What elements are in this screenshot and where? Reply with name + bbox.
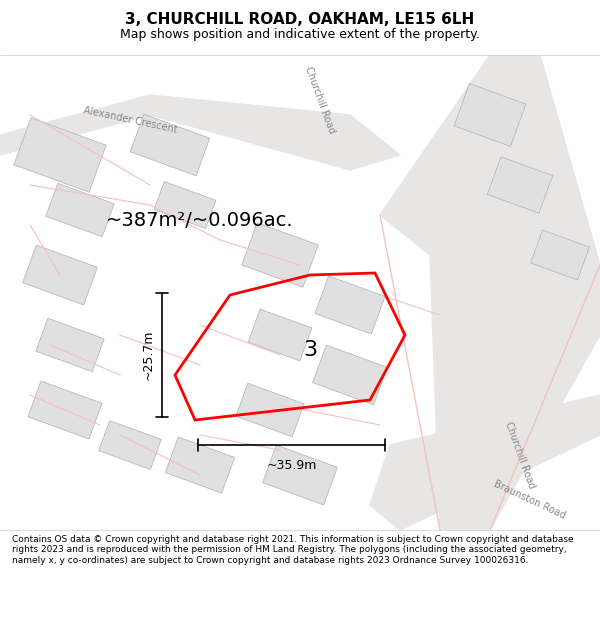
Polygon shape xyxy=(36,318,104,372)
Polygon shape xyxy=(98,421,161,469)
Polygon shape xyxy=(313,345,388,405)
Polygon shape xyxy=(454,84,526,146)
Text: Map shows position and indicative extent of the property.: Map shows position and indicative extent… xyxy=(120,28,480,41)
Polygon shape xyxy=(23,245,97,305)
Text: Alexander Crescent: Alexander Crescent xyxy=(82,105,178,135)
Polygon shape xyxy=(28,381,102,439)
Polygon shape xyxy=(380,55,600,530)
Polygon shape xyxy=(166,437,235,493)
Text: Churchill Road: Churchill Road xyxy=(303,65,337,135)
Text: ~387m²/~0.096ac.: ~387m²/~0.096ac. xyxy=(106,211,294,229)
Polygon shape xyxy=(370,395,600,530)
Polygon shape xyxy=(0,95,400,170)
Text: ~35.9m: ~35.9m xyxy=(266,459,317,472)
Polygon shape xyxy=(487,157,553,213)
Polygon shape xyxy=(248,309,312,361)
Polygon shape xyxy=(263,445,337,505)
Polygon shape xyxy=(530,230,589,280)
Polygon shape xyxy=(154,181,216,229)
Polygon shape xyxy=(315,276,385,334)
Polygon shape xyxy=(242,222,318,288)
Text: 3: 3 xyxy=(303,340,317,360)
Polygon shape xyxy=(236,383,304,437)
Polygon shape xyxy=(14,118,106,192)
Text: ~25.7m: ~25.7m xyxy=(142,330,155,380)
Text: Contains OS data © Crown copyright and database right 2021. This information is : Contains OS data © Crown copyright and d… xyxy=(12,535,574,564)
Text: 3, CHURCHILL ROAD, OAKHAM, LE15 6LH: 3, CHURCHILL ROAD, OAKHAM, LE15 6LH xyxy=(125,12,475,27)
Polygon shape xyxy=(46,183,114,237)
Polygon shape xyxy=(130,114,210,176)
Text: Churchill Road: Churchill Road xyxy=(503,420,537,490)
Text: Braunston Road: Braunston Road xyxy=(493,479,568,521)
